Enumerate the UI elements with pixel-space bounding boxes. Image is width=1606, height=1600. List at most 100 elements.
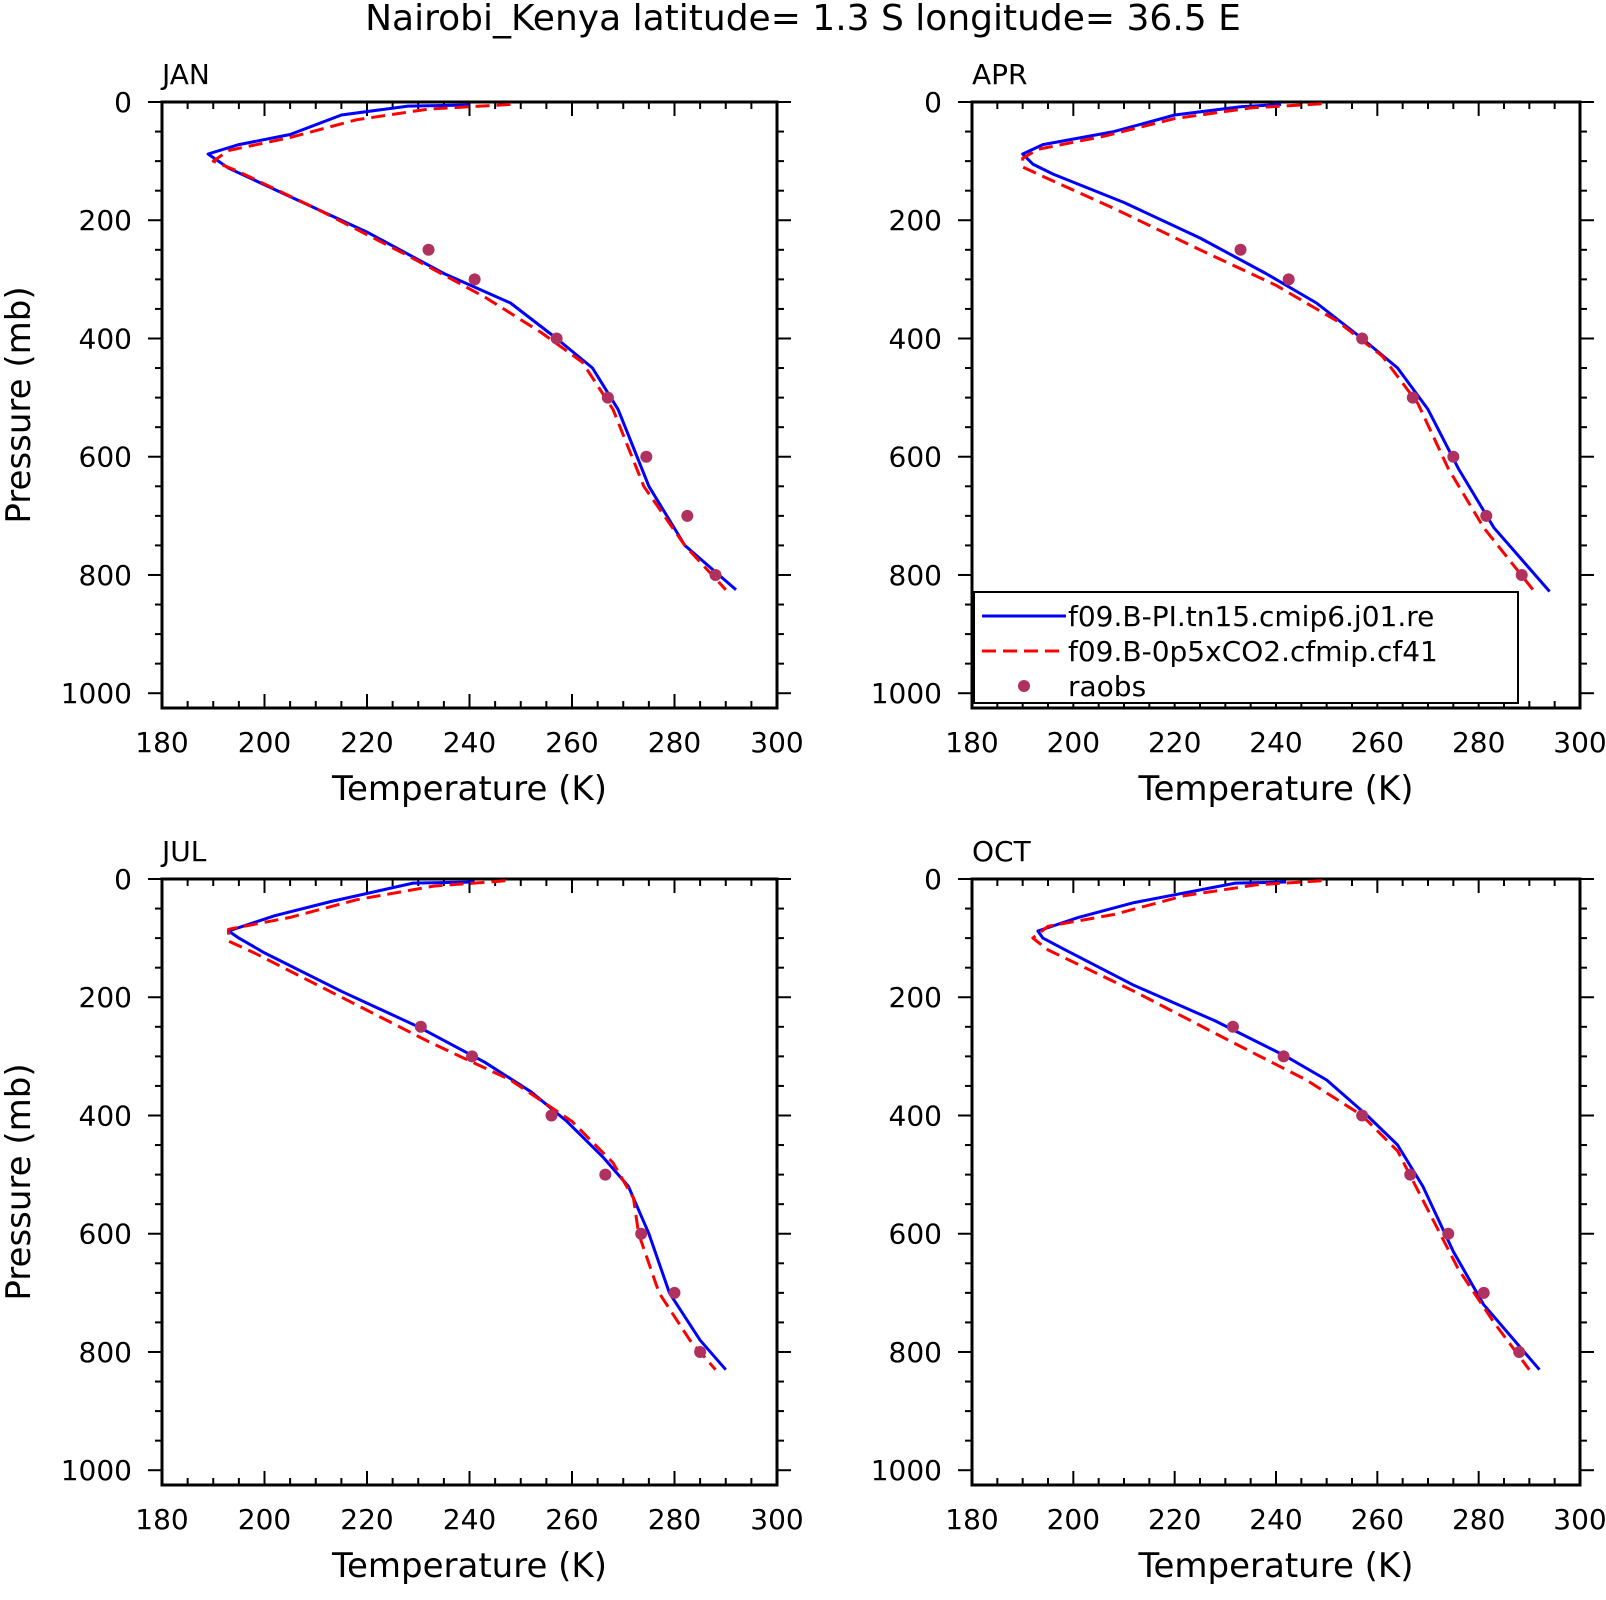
legend: f09.B-PI.tn15.cmip6.j01.ref09.B-0p5xCO2.… [973, 591, 1519, 704]
x-tick-label: 260 [545, 1503, 598, 1536]
y-tick-label: 800 [79, 1336, 132, 1369]
raobs-point [468, 273, 481, 286]
raobs-point [1226, 1020, 1239, 1033]
y-axis-label: Pressure (mb) [0, 1063, 39, 1300]
x-tick-label: 180 [945, 726, 998, 759]
x-tick-label: 280 [1452, 1503, 1505, 1536]
raobs-point [550, 332, 563, 345]
x-tick-label: 300 [1553, 1503, 1606, 1536]
raobs-point [466, 1050, 479, 1063]
series-line-pi [1021, 102, 1551, 593]
plot-frame [160, 877, 779, 1487]
x-tick-label: 220 [1148, 726, 1201, 759]
series-line-0p5xco2 [1031, 879, 1531, 1371]
y-tick-label: 0 [924, 863, 942, 896]
y-tick-label: 600 [79, 441, 132, 474]
raobs-point [668, 1286, 681, 1299]
legend-box [973, 591, 1519, 704]
legend-label: f09.B-PI.tn15.cmip6.j01.re [1068, 600, 1434, 633]
x-tick-label: 220 [1148, 1503, 1201, 1536]
panel-title: JAN [160, 58, 210, 91]
raobs-point [1515, 568, 1528, 581]
raobs-point [1356, 332, 1369, 345]
legend-marker [1018, 680, 1030, 692]
raobs-point [1513, 1345, 1526, 1358]
x-axis-label: Temperature (K) [1137, 1546, 1413, 1586]
x-tick-label: 200 [1047, 726, 1100, 759]
y-tick-label: 1000 [61, 677, 132, 710]
raobs-point [694, 1345, 707, 1358]
raobs-point [414, 1020, 427, 1033]
y-tick-label: 0 [114, 863, 132, 896]
series-line-0p5xco2 [227, 879, 717, 1371]
y-tick-label: 400 [889, 322, 942, 355]
raobs-point [709, 568, 722, 581]
y-tick-label: 0 [114, 86, 132, 119]
raobs-point [640, 450, 653, 463]
panel-title: OCT [972, 835, 1032, 868]
x-tick-label: 260 [1351, 726, 1404, 759]
y-tick-label: 800 [889, 559, 942, 592]
panel-apr: 180 200 220 240 260 280 300 0 200 400 600 800 1000 AP… [871, 58, 1606, 809]
y-tick-label: 0 [924, 86, 942, 119]
x-axis-label: Temperature (K) [331, 1546, 607, 1586]
x-tick-label: 240 [1249, 1503, 1302, 1536]
x-axis-label: Temperature (K) [1137, 769, 1413, 809]
raobs-point [545, 1109, 558, 1122]
x-tick-label: 280 [648, 1503, 701, 1536]
x-tick-label: 280 [1452, 726, 1505, 759]
x-tick-label: 240 [443, 1503, 496, 1536]
y-tick-label: 600 [889, 441, 942, 474]
y-tick-label: 200 [889, 204, 942, 237]
x-tick-label: 180 [945, 1503, 998, 1536]
x-tick-label: 240 [443, 726, 496, 759]
panel-jan: 180 200 220 240 260 280 300 0 200 400 600 800 1000 JA… [0, 58, 804, 809]
series-line-0p5xco2 [1021, 102, 1536, 593]
raobs-point [601, 391, 614, 404]
series-line-pi [1036, 880, 1541, 1371]
y-tick-label: 800 [889, 1336, 942, 1369]
y-tick-label: 400 [889, 1099, 942, 1132]
y-tick-label: 200 [79, 204, 132, 237]
raobs-point [1277, 1050, 1290, 1063]
y-tick-label: 1000 [61, 1454, 132, 1487]
raobs-point [1447, 450, 1460, 463]
x-tick-label: 220 [340, 726, 393, 759]
y-tick-label: 1000 [871, 1454, 942, 1487]
x-tick-label: 200 [238, 726, 291, 759]
raobs-point [1282, 273, 1295, 286]
x-tick-label: 260 [1351, 1503, 1404, 1536]
raobs-point [1234, 243, 1247, 256]
raobs-point [635, 1227, 648, 1240]
series-line-pi [227, 880, 727, 1371]
y-axis-label: Pressure (mb) [0, 286, 39, 523]
y-tick-label: 600 [889, 1218, 942, 1251]
y-tick-label: 1000 [871, 677, 942, 710]
x-tick-label: 240 [1249, 726, 1302, 759]
panel-oct: 180 200 220 240 260 280 300 0 200 400 600 800 1000 OC… [871, 835, 1606, 1586]
x-tick-label: 300 [1553, 726, 1606, 759]
series-line-0p5xco2 [211, 102, 727, 591]
y-tick-label: 400 [79, 322, 132, 355]
x-tick-label: 200 [238, 1503, 291, 1536]
x-tick-label: 300 [750, 726, 803, 759]
raobs-point [681, 509, 694, 522]
raobs-point [1404, 1168, 1417, 1181]
figure-title: Nairobi_Kenya latitude= 1.3 S longitude=… [365, 0, 1241, 39]
legend-label: f09.B-0p5xCO2.cfmip.cf41 [1068, 635, 1438, 668]
legend-label: raobs [1068, 670, 1146, 703]
x-tick-label: 300 [750, 1503, 803, 1536]
y-tick-label: 200 [889, 981, 942, 1014]
y-tick-label: 800 [79, 559, 132, 592]
x-axis-label: Temperature (K) [331, 769, 607, 809]
x-tick-label: 260 [545, 726, 598, 759]
x-tick-label: 200 [1047, 1503, 1100, 1536]
chart-panels: 180 200 220 240 260 280 300 0 200 400 600 800 1000 JA… [0, 58, 1606, 1586]
raobs-point [1477, 1286, 1490, 1299]
x-tick-label: 180 [135, 726, 188, 759]
plot-frame [970, 877, 1582, 1487]
series-line-pi [206, 103, 737, 591]
x-tick-label: 180 [135, 1503, 188, 1536]
panel-title: APR [972, 58, 1028, 91]
